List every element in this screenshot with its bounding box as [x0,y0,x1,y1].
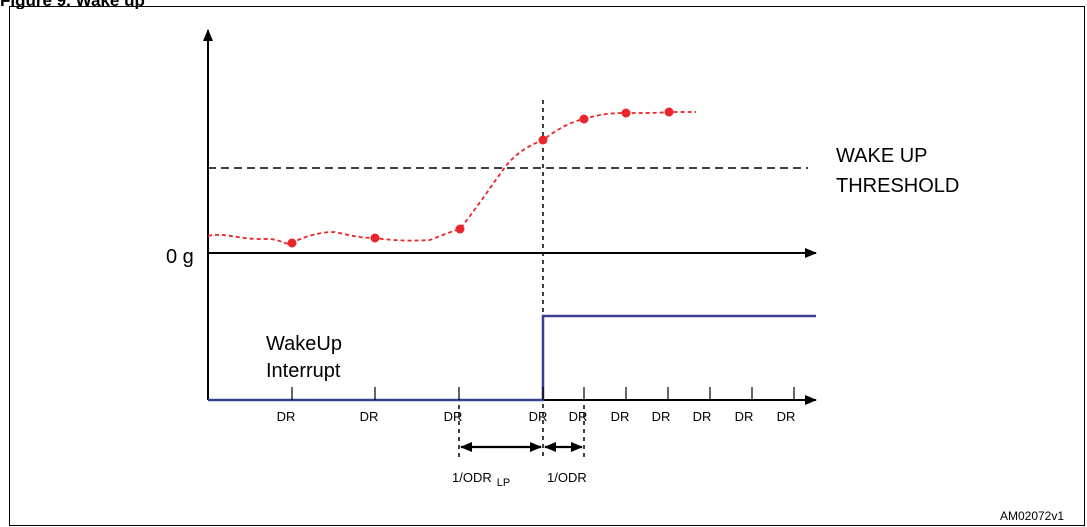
zero-g-label: 0 g [166,246,194,268]
interrupt-label-line2: Interrupt [266,360,341,382]
sample-point [621,108,631,118]
sample-point [579,114,589,124]
odr-label: 1/ODR [547,470,587,485]
dr-label: DR [777,409,796,424]
threshold-label-line1: WAKE UP [836,145,928,167]
figure-frame [9,6,1085,526]
sample-point [287,238,297,248]
timeline-ticks [291,387,795,400]
dr-label: DR [360,409,379,424]
odr-lp-label: 1/ODR LP [452,470,510,489]
dr-label: DR [277,409,296,424]
dr-label: DR [529,409,548,424]
dr-label: DR [444,409,463,424]
dr-label: DR [652,409,671,424]
dr-label: DR [735,409,754,424]
sample-point [370,233,380,243]
interrupt-label-line1: WakeUp [266,333,342,355]
sample-point [664,107,674,117]
figure-title: Figure 9. Wake up [0,0,145,9]
signal-curve [207,111,696,245]
dr-label: DR [693,409,712,424]
odr-lp-main: 1/ODR [452,470,492,485]
threshold-label-line2: THRESHOLD [836,175,959,197]
dr-label: DR [611,409,630,424]
sample-point [538,135,548,145]
interrupt-signal [208,314,816,402]
sample-point [455,224,465,234]
dr-label: DR [569,409,588,424]
figure-id-code: AM02072v1 [1000,509,1064,523]
odr-lp-sub: LP [497,477,510,489]
